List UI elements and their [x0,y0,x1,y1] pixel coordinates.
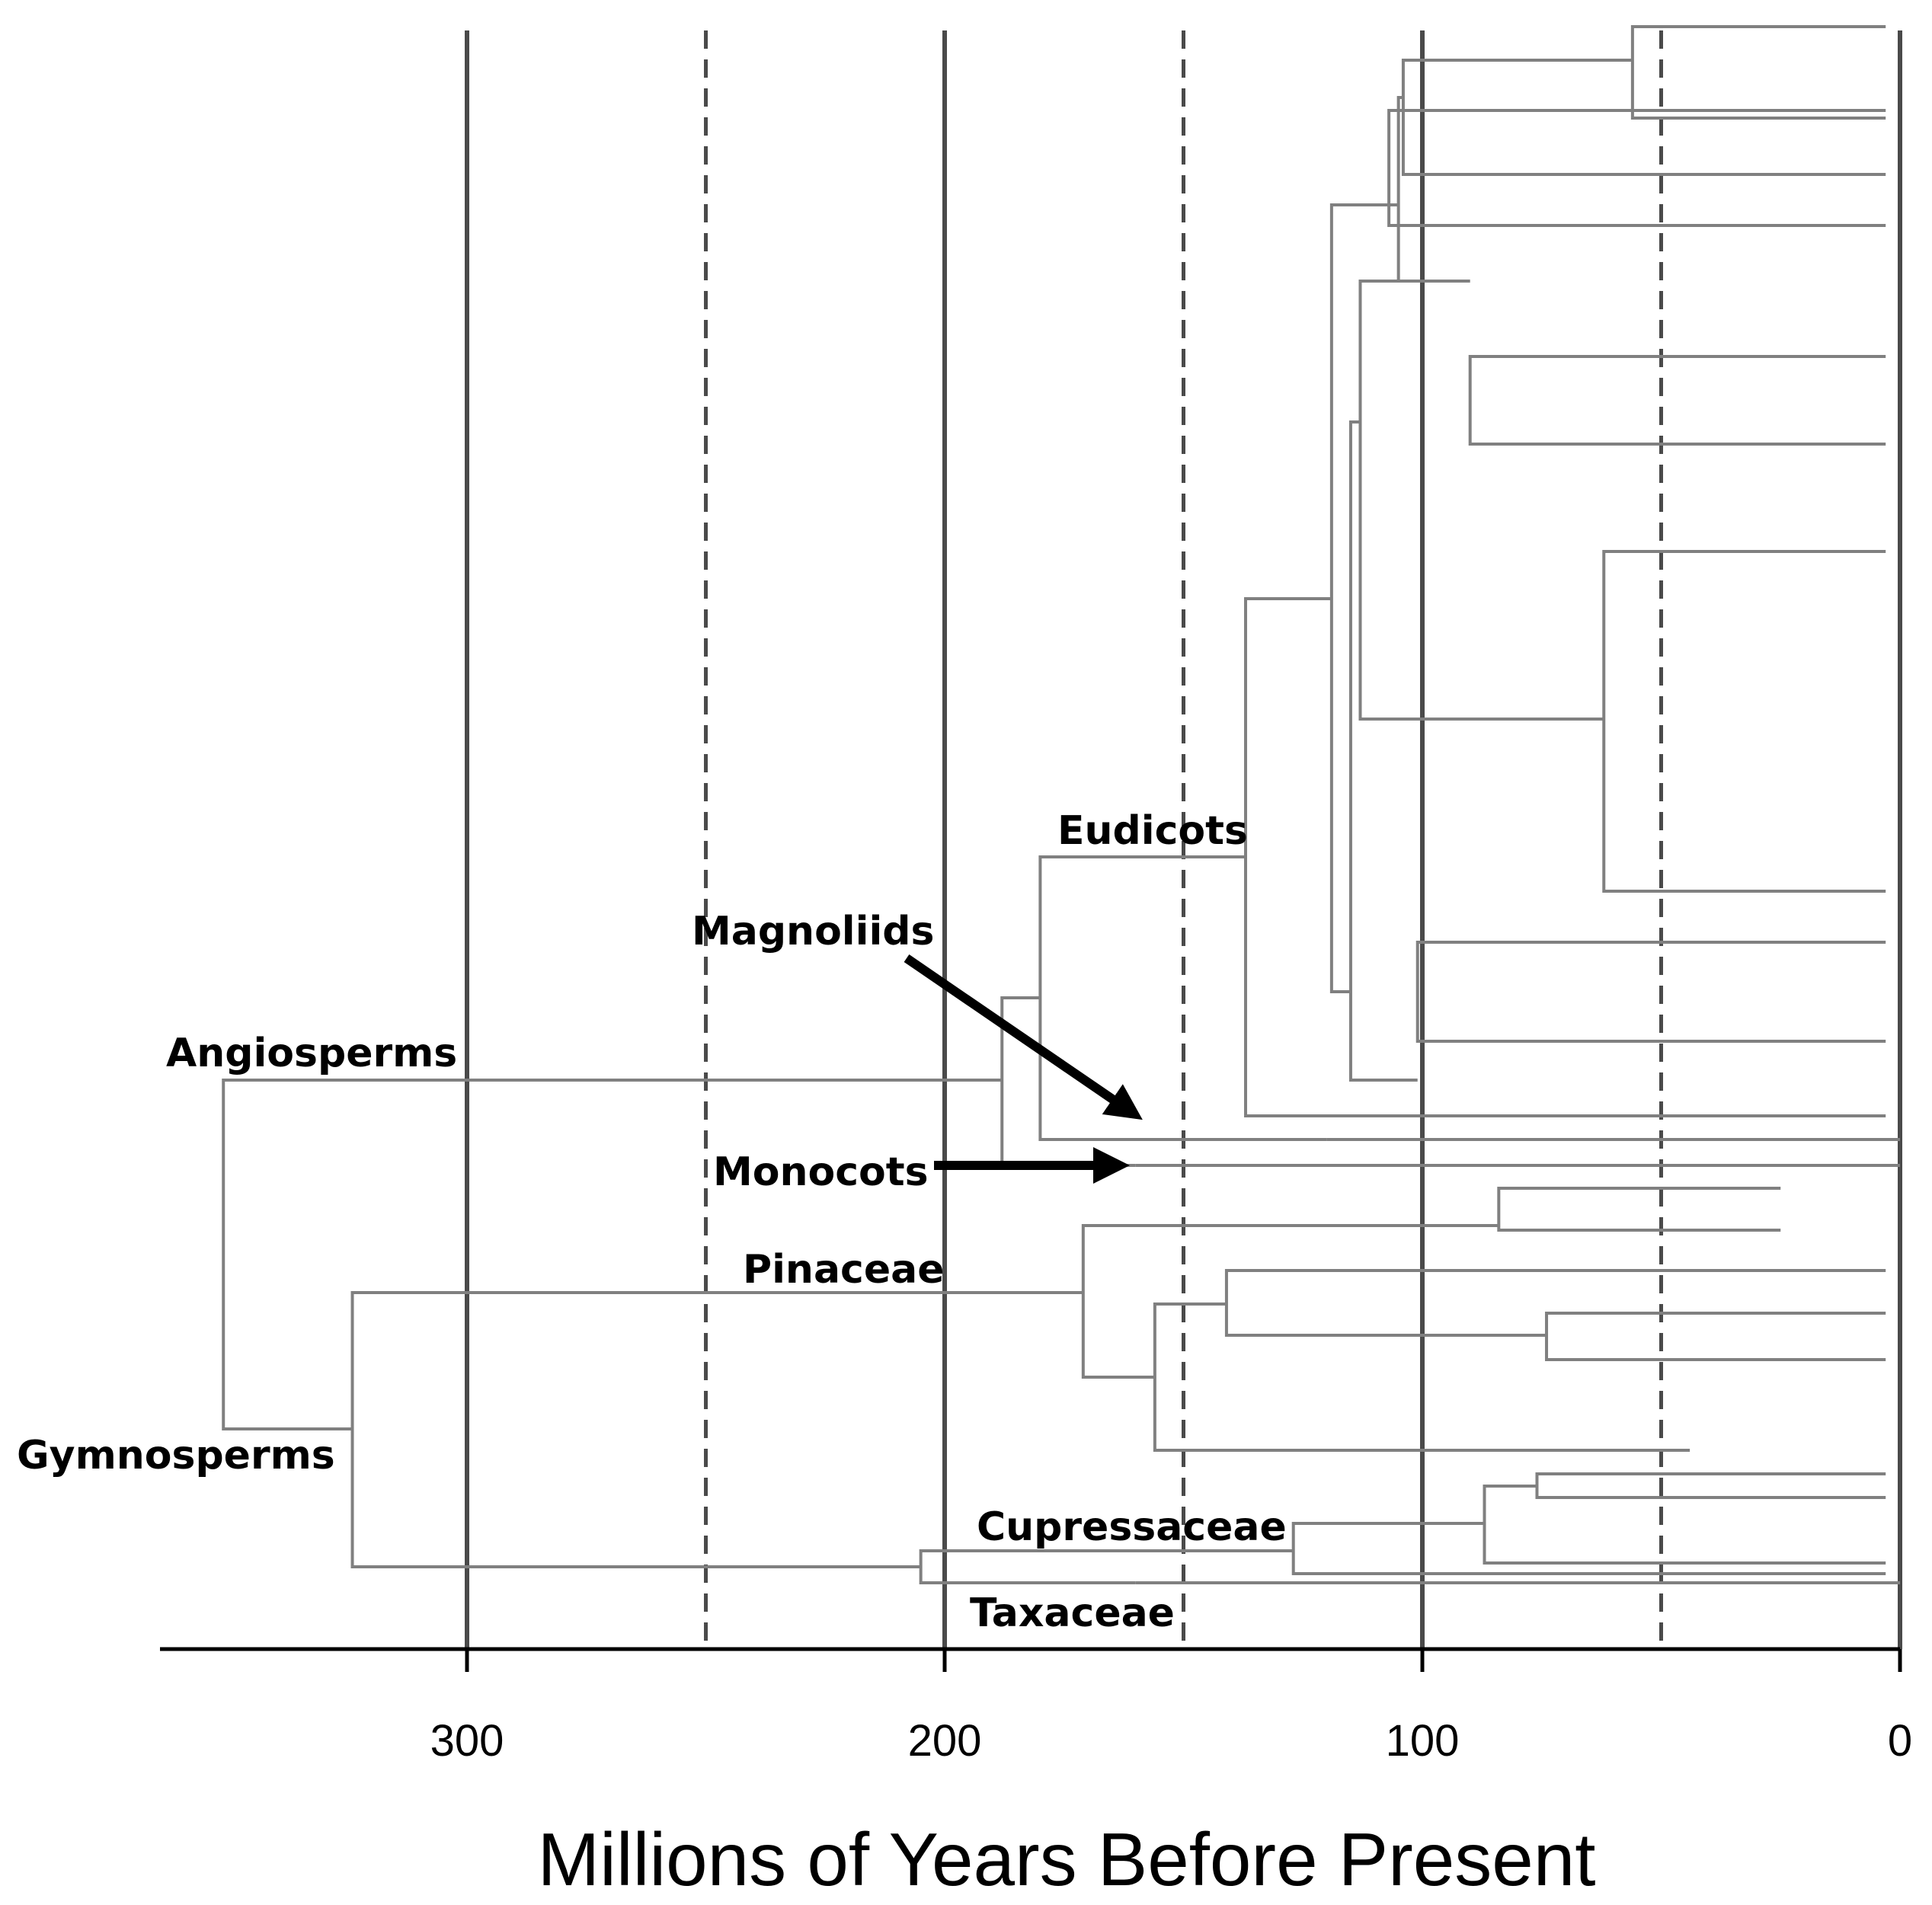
x-axis-ticks: 300 200 100 0 [430,1649,1912,1766]
branch-1 [350,1291,1083,1568]
branch-26 [1415,941,1886,1043]
branch-6 [1545,1312,1886,1361]
label-pinaceae: Pinaceae [743,1247,945,1293]
branch-18 [1389,96,1403,283]
label-angiosperms: Angiosperms [166,1031,457,1076]
label-eudicots: Eudicots [1057,808,1248,854]
branch-0 [222,1079,1003,1430]
branch-9 [1483,1485,1886,1565]
branch-16 [1244,597,1886,1117]
branch-7 [919,1549,1294,1584]
magnoliids-arrow [904,954,1143,1120]
label-taxaceae: Taxaceae [970,1590,1175,1636]
tick-label-100: 100 [1386,1716,1460,1766]
branch-4 [1153,1302,1690,1452]
branch-25 [1602,550,1886,893]
branch-5 [1224,1269,1886,1337]
tick-label-300: 300 [430,1716,504,1766]
tree-branches [222,25,1900,1584]
branch-21 [1387,109,1886,227]
branch-10 [1535,1472,1886,1499]
label-gymnosperms: Gymnosperms [17,1433,335,1478]
branch-24 [1468,355,1886,446]
label-magnoliids: Magnoliids [692,909,934,954]
branch-13 [1038,855,1327,1141]
label-cupressaceae: Cupressaceae [977,1504,1287,1550]
branch-3 [1497,1187,1781,1232]
x-axis-title: Millions of Years Before Present [537,1817,1595,1901]
label-monocots: Monocots [713,1149,929,1195]
branch-17 [1329,203,1399,993]
branch-2 [1081,1224,1499,1379]
branch-19 [1401,59,1886,176]
branch-20 [1630,25,1886,120]
branch-22 [1348,420,1418,1082]
tick-label-0: 0 [1888,1716,1912,1766]
branch-23 [1358,280,1604,721]
gridlines [465,30,1902,1649]
branch-8 [1291,1522,1886,1575]
tick-label-200: 200 [908,1716,982,1766]
